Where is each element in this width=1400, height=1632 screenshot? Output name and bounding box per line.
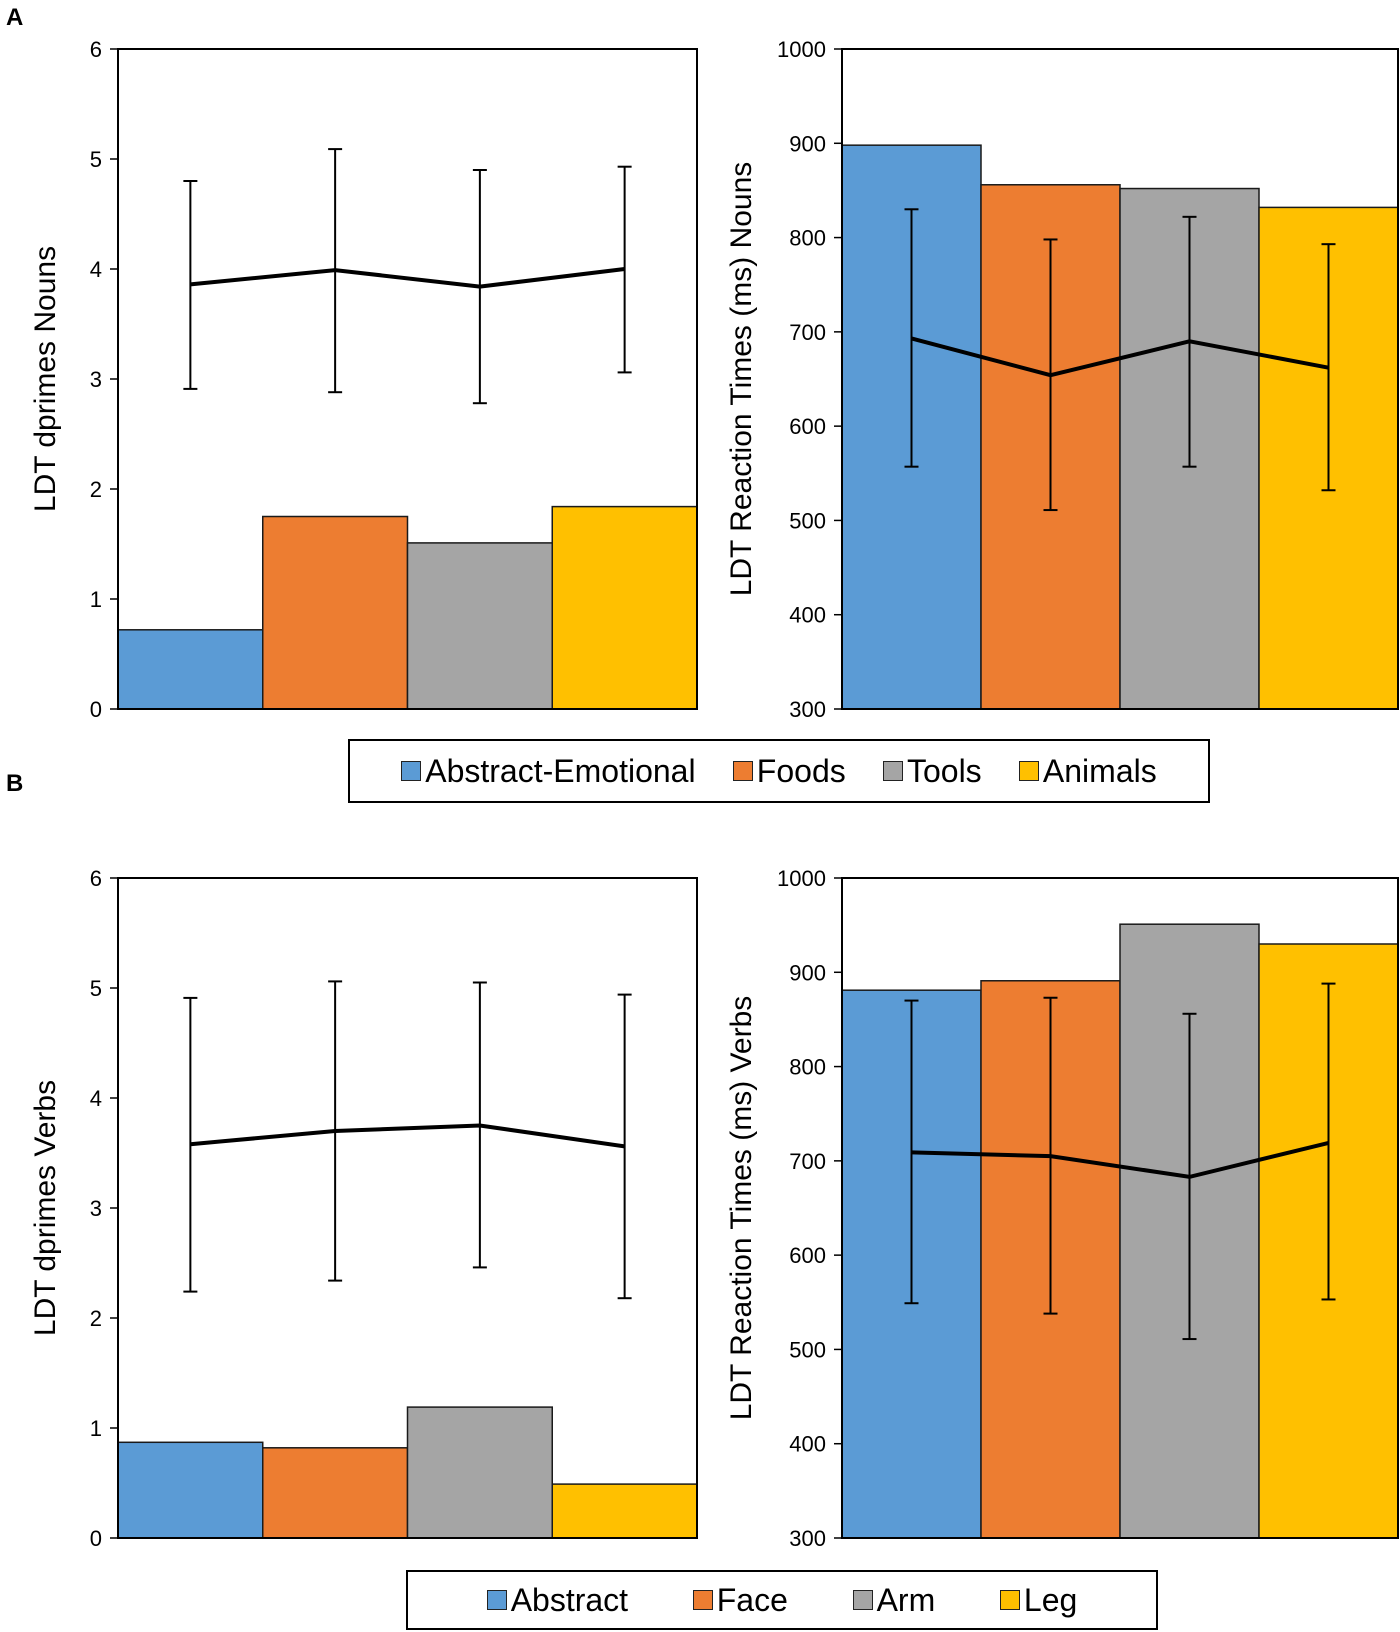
bar-face	[262, 1447, 409, 1539]
legend-label: Leg	[1023, 1581, 1078, 1618]
bar-abstract	[117, 1441, 264, 1539]
plot-frame	[841, 877, 1399, 1539]
y-tick-label: 700	[789, 1149, 826, 1174]
legend-label: Face	[716, 1581, 788, 1618]
y-tick-label: 900	[789, 131, 826, 156]
y-tick-label: 0	[90, 1526, 102, 1551]
series-line	[910, 336, 1329, 378]
legend-item: Abstract	[486, 1581, 629, 1619]
legend-swatch-face	[692, 1590, 713, 1610]
y-tick-label: 800	[789, 1055, 826, 1080]
legend-label: Foods	[756, 752, 846, 789]
y-tick-label: 3	[90, 1196, 102, 1221]
legend-item: Abstract-Emotional	[401, 752, 696, 790]
plot-frame	[841, 48, 1399, 710]
y-tick-label: 1000	[777, 37, 826, 62]
legend-label: Tools	[906, 752, 982, 789]
legend-item: Animals	[1018, 752, 1157, 790]
y-tick-label: 300	[789, 1526, 826, 1551]
legend-swatch-tools	[882, 761, 903, 781]
y-tick-label: 1000	[777, 866, 826, 891]
y-tick-label: 800	[789, 226, 826, 251]
y-tick-label: 2	[90, 1306, 102, 1331]
y-tick-label: 400	[789, 603, 826, 628]
chart-a-rt: 300 400 500 600 700 800 900 1000 LDT Reaction Ti…	[725, 37, 1399, 722]
y-tick-label: 6	[90, 866, 102, 891]
chart-a-dprimes: 0 1 2 3 4 5 6 LDT dprimes Nouns	[29, 37, 698, 722]
legend-nouns: Abstract-Emotional Foods Tools Animals	[348, 739, 1210, 803]
series-line	[190, 1123, 625, 1149]
legend-item: Leg	[999, 1581, 1078, 1619]
legend-item: Arm	[852, 1581, 936, 1619]
legend-swatch-arm	[852, 1590, 873, 1610]
y-tick-label: 700	[789, 320, 826, 345]
legend-verbs: Abstract Face Arm Leg	[406, 1570, 1158, 1630]
bar-tools	[406, 542, 553, 710]
y-axis-label: LDT Reaction Times (ms) Nouns	[725, 162, 758, 597]
y-tick-label: 900	[789, 960, 826, 985]
y-tick-label: 500	[789, 1337, 826, 1362]
legend-label: Arm	[876, 1581, 936, 1618]
y-tick-label: 600	[789, 414, 826, 439]
series-line	[190, 267, 625, 289]
y-tick-label: 2	[90, 477, 102, 502]
y-tick-label: 3	[90, 367, 102, 392]
legend-item: Foods	[732, 752, 846, 790]
panel-label-a: A	[6, 4, 24, 31]
chart-b-rt: 300 400 500 600 700 800 900 1000 LDT Reaction Ti…	[725, 866, 1399, 1551]
y-tick-label: 600	[789, 1243, 826, 1268]
y-tick-label: 5	[90, 147, 102, 172]
bar-foods	[262, 515, 409, 710]
y-tick-label: 6	[90, 37, 102, 62]
legend-swatch-abstract	[486, 1590, 507, 1610]
series-line	[911, 1140, 1329, 1179]
panel-label-b: B	[6, 770, 24, 797]
legend-label: Abstract	[510, 1581, 629, 1618]
y-tick-label: 5	[90, 976, 102, 1001]
chart-b-dprimes: 0 1 2 3 4 5 6 LDT dprimes Verbs	[29, 866, 698, 1551]
y-tick-label: 0	[90, 697, 102, 722]
y-tick-label: 500	[789, 508, 826, 533]
legend-label: Animals	[1042, 752, 1157, 789]
bar-animals	[551, 505, 698, 710]
y-tick-label: 300	[789, 697, 826, 722]
y-tick-label: 4	[90, 1086, 102, 1111]
y-axis-label: LDT dprimes Verbs	[29, 1080, 62, 1336]
legend-swatch-foods	[732, 761, 753, 781]
legend-swatch-abstract-emotional	[401, 761, 422, 781]
y-tick-label: 400	[789, 1432, 826, 1457]
legend-label: Abstract-Emotional	[425, 752, 696, 789]
y-tick-label: 1	[90, 587, 102, 612]
legend-swatch-animals	[1018, 761, 1039, 781]
legend-item: Face	[692, 1581, 788, 1619]
y-tick-label: 4	[90, 257, 102, 282]
bar-arm	[406, 1406, 553, 1539]
y-tick-label: 1	[90, 1416, 102, 1441]
bar-abstract-emotional	[117, 629, 264, 710]
legend-item: Tools	[882, 752, 982, 790]
y-axis-label: LDT Reaction Times (ms) Verbs	[725, 996, 758, 1421]
bar-leg	[551, 1483, 698, 1539]
y-axis-label: LDT dprimes Nouns	[29, 246, 62, 512]
legend-swatch-leg	[999, 1590, 1020, 1610]
